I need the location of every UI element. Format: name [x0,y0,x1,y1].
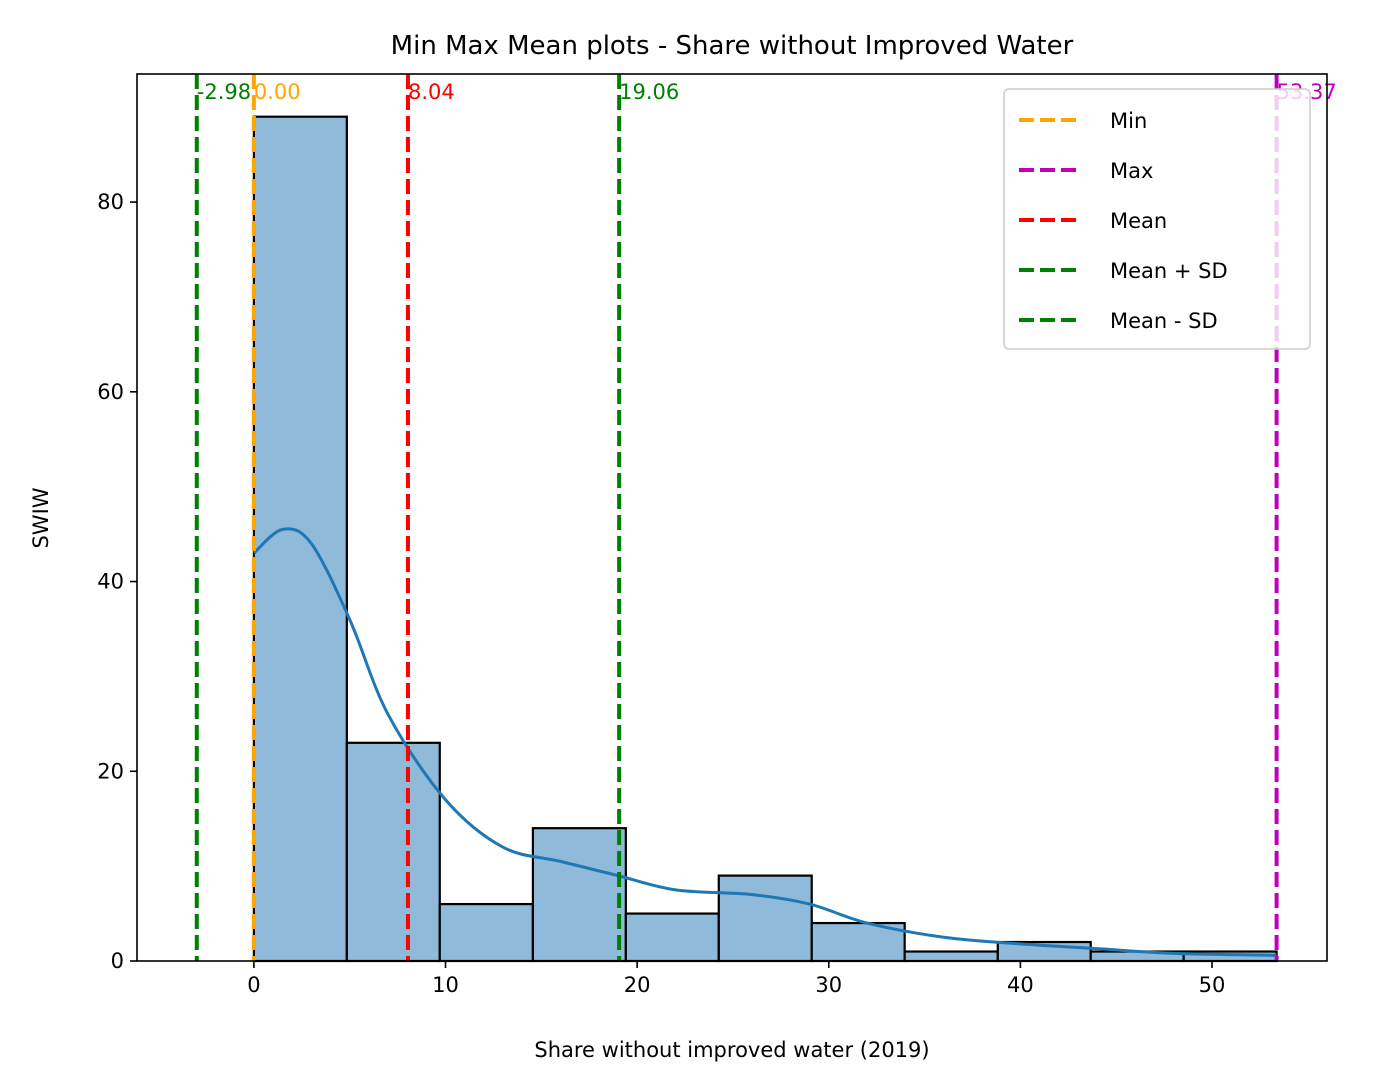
x-tick-label: 20 [624,973,651,997]
y-tick-label: 20 [97,759,124,783]
legend-label: Min [1110,109,1147,133]
y-tick-label: 0 [111,949,124,973]
reference-line-label: -2.98 [197,80,251,104]
x-tick-label: 30 [815,973,842,997]
legend: Min Max Mean Mean + SD Mean - SD [1003,88,1311,350]
histogram-bar [345,741,441,963]
x-axis-label: Share without improved water (2019) [534,1038,929,1062]
x-tick-label: 0 [247,973,260,997]
histogram-bar [438,902,535,963]
legend-label: Max [1110,159,1153,183]
reference-line-label: 19.06 [619,80,679,104]
legend-box [1003,88,1311,350]
reference-line-label: 8.04 [408,80,455,104]
legend-label: Mean [1110,209,1167,233]
histogram-bar [717,874,813,963]
legend-label: Mean + SD [1110,259,1228,283]
x-tick-label: 10 [432,973,459,997]
y-tick-label: 80 [97,190,124,214]
legend-label: Mean - SD [1110,309,1218,333]
x-tick-label: 40 [1007,973,1034,997]
y-tick-label: 40 [97,570,124,594]
plot-frame [136,73,1328,962]
histogram-bar [903,950,999,963]
y-axis-label: SWIW [29,487,53,548]
y-tick-label: 60 [97,380,124,404]
x-tick-label: 50 [1199,973,1226,997]
chart-title: Min Max Mean plots - Share without Impro… [391,31,1074,61]
reference-line-label: 0.00 [254,80,301,104]
histogram-bar [624,912,720,963]
kde-curve [252,527,1277,957]
histogram-bar [531,827,627,963]
